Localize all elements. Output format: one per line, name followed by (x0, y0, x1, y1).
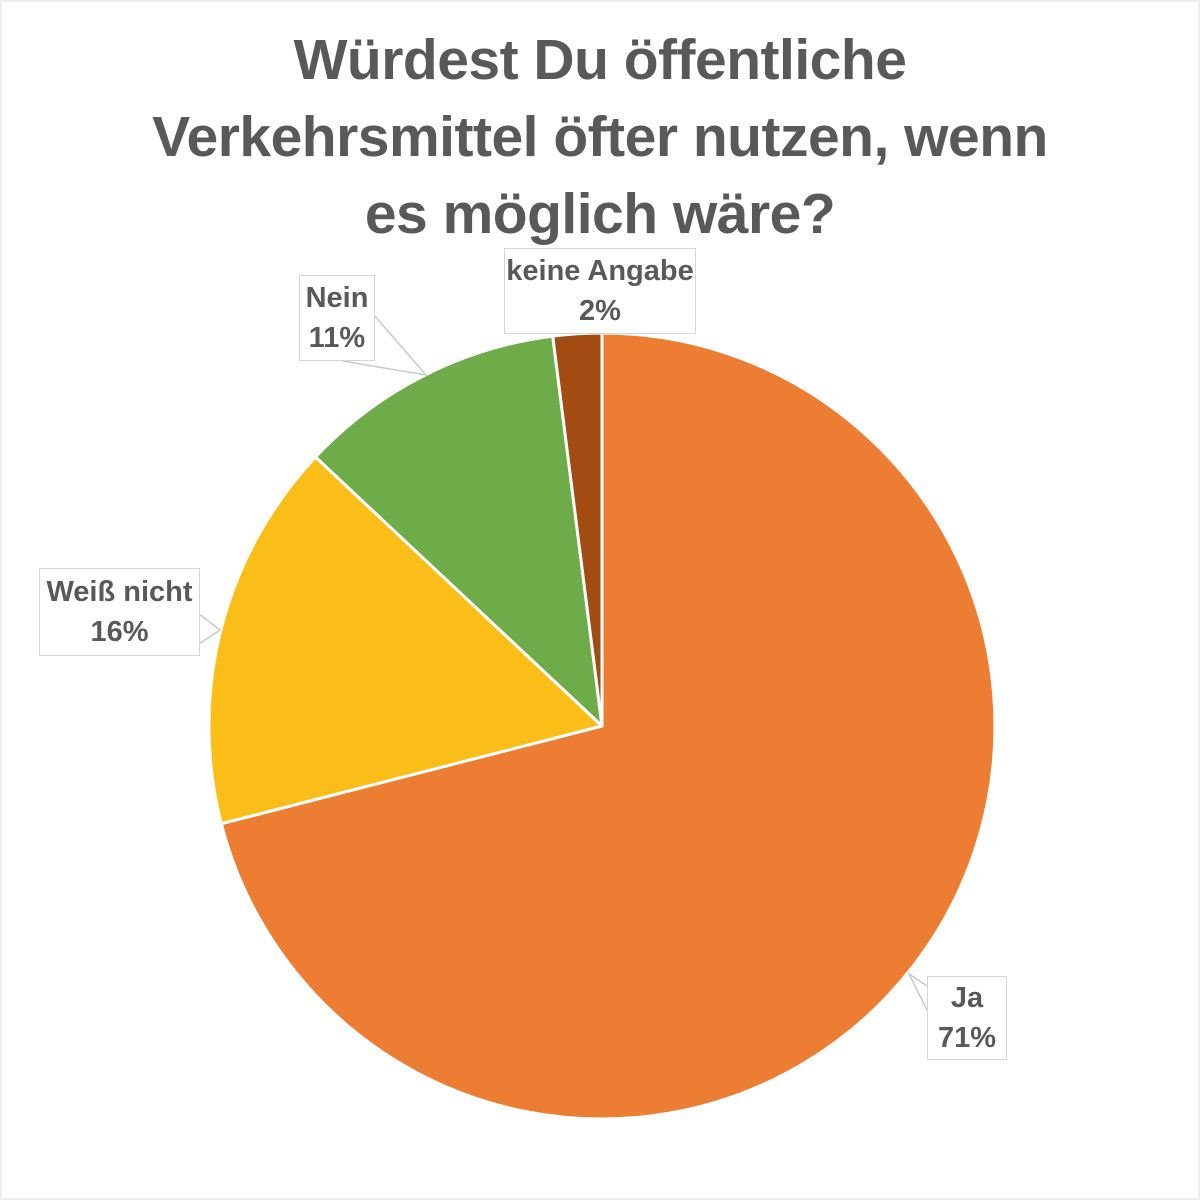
leader-line-weiss-nicht (198, 613, 222, 645)
data-label-nein-value: 11% (308, 322, 366, 354)
data-label-weiss-nicht-value: 16% (90, 616, 149, 648)
data-label-ja-category: Ja (950, 982, 984, 1014)
data-label-keine-angabe: keine Angabe 2% (504, 248, 696, 334)
leader-line-nein (342, 314, 428, 377)
chart-title-line-1: Würdest Du öffentliche (293, 28, 907, 92)
data-label-ja: Ja 71% (927, 976, 1007, 1060)
data-label-keine-angabe-value: 2% (579, 295, 621, 327)
label-leader-lines (198, 314, 928, 1011)
chart-title-line-3: es möglich wäre? (364, 182, 836, 246)
data-label-weiss-nicht: Weiß nicht 16% (39, 568, 200, 656)
data-label-nein: Nein 11% (299, 275, 375, 361)
chart-title-line-2: Verkehrsmittel öfter nutzen, wenn (152, 105, 1048, 169)
data-label-nein-category: Nein (305, 282, 369, 314)
pie-slice-ja (219, 331, 997, 1121)
chart-title: Würdest Du öffentliche Verkehrsmittel öf… (2, 22, 1198, 253)
pie-slice-weiss-nicht (207, 455, 604, 826)
data-label-ja-value: 71% (937, 1022, 997, 1054)
pie-slices (207, 331, 997, 1121)
data-label-keine-angabe-category: keine Angabe (506, 255, 694, 287)
leader-line-ja (907, 971, 928, 1011)
data-label-weiss-nicht-category: Weiß nicht (46, 576, 193, 608)
pie-slice-nein (314, 334, 604, 728)
